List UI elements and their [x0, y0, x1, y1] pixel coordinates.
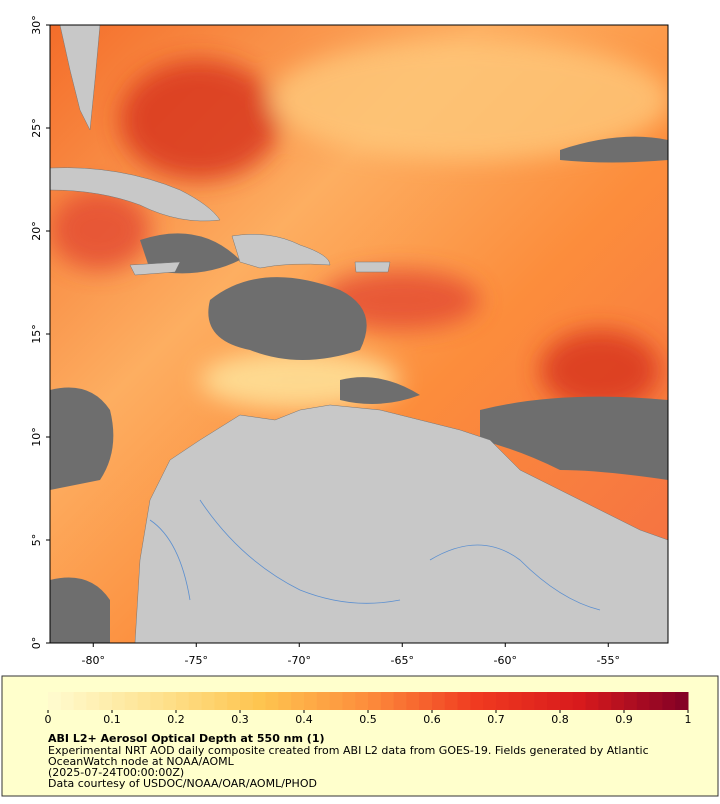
y-tick-label: 25° — [30, 118, 43, 138]
colorbar-swatch — [419, 692, 433, 710]
x-tick-label: -55° — [597, 654, 620, 667]
colorbar-swatch — [73, 692, 87, 710]
colorbar-swatch — [649, 692, 663, 710]
colorbar-tick-label: 0.4 — [295, 713, 313, 726]
colorbar-swatch — [86, 692, 100, 710]
caption-line: Data courtesy of USDOC/NOAA/OAR/AOML/PHO… — [48, 777, 317, 790]
y-tick-label: 5° — [30, 534, 43, 547]
caption-line: Experimental NRT AOD daily composite cre… — [48, 744, 649, 757]
colorbar-swatch — [214, 692, 228, 710]
colorbar-swatch — [355, 692, 369, 710]
colorbar-swatch — [483, 692, 497, 710]
colorbar-swatch — [624, 692, 638, 710]
colorbar-swatch — [163, 692, 177, 710]
colorbar-tick-label: 0.5 — [359, 713, 377, 726]
colorbar-swatch — [560, 692, 574, 710]
colorbar-swatch — [112, 692, 126, 710]
colorbar-swatch — [201, 692, 215, 710]
colorbar-swatch — [496, 692, 510, 710]
colorbar-tick-label: 0.6 — [423, 713, 441, 726]
colorbar-swatch — [611, 692, 625, 710]
colorbar-swatch — [585, 692, 599, 710]
colorbar-swatch — [329, 692, 343, 710]
colorbar-swatch — [598, 692, 612, 710]
colorbar-swatch — [291, 692, 305, 710]
colorbar-swatch — [444, 692, 459, 710]
colorbar-tick-label: 0.9 — [615, 713, 633, 726]
y-tick-label: 15° — [30, 324, 43, 344]
colorbar-swatch — [99, 692, 113, 710]
colorbar-tick-label: 0.1 — [103, 713, 121, 726]
map-image — [50, 25, 668, 643]
colorbar-tick-label: 0.2 — [167, 713, 185, 726]
x-tick-label: -70° — [288, 654, 311, 667]
colorbar-swatch — [176, 692, 190, 710]
colorbar-swatch — [278, 692, 292, 710]
colorbar-swatch — [521, 692, 535, 710]
colorbar-swatch — [393, 692, 407, 710]
x-tick-label: -75° — [185, 654, 208, 667]
colorbar-swatch — [150, 692, 164, 710]
x-tick-label: -60° — [494, 654, 517, 667]
colorbar-swatch — [636, 692, 651, 710]
colorbar-swatch — [457, 692, 471, 710]
colorbar-swatch — [48, 692, 62, 710]
colorbar-swatch — [252, 692, 267, 710]
y-tick-label: 30° — [30, 15, 43, 35]
colorbar-swatch — [508, 692, 523, 710]
y-tick-label: 0° — [30, 637, 43, 650]
colorbar-swatch — [342, 692, 356, 710]
colorbar-swatch — [188, 692, 203, 710]
colorbar-swatch — [137, 692, 151, 710]
colorbar-swatch — [675, 692, 689, 710]
colorbar-swatch — [406, 692, 420, 710]
colorbar-tick-label: 0.7 — [487, 713, 505, 726]
caption-line: OceanWatch node at NOAA/AOML — [48, 755, 235, 768]
colorbar-tick-label: 0.3 — [231, 713, 249, 726]
colorbar-swatch — [227, 692, 241, 710]
colorbar-swatch — [572, 692, 587, 710]
colorbar-tick-label: 0.8 — [551, 713, 569, 726]
colorbar-tick-label: 1 — [685, 713, 692, 726]
colorbar-swatch — [60, 692, 75, 710]
caption-title: ABI L2+ Aerosol Optical Depth at 550 nm … — [48, 732, 325, 745]
colorbar-swatch — [432, 692, 446, 710]
colorbar-swatch — [662, 692, 676, 710]
colorbar-swatch — [368, 692, 382, 710]
colorbar-tick-label: 0 — [45, 713, 52, 726]
caption-line: (2025-07-24T00:00:00Z) — [48, 766, 184, 779]
colorbar-swatch — [124, 692, 139, 710]
colorbar-swatch — [265, 692, 279, 710]
colorbar-swatch — [240, 692, 254, 710]
colorbar-swatch — [547, 692, 561, 710]
x-tick-label: -65° — [391, 654, 414, 667]
y-tick-label: 20° — [30, 221, 43, 241]
colorbar-swatch — [470, 692, 484, 710]
colorbar-swatch — [380, 692, 395, 710]
colorbar-swatch — [304, 692, 318, 710]
x-tick-label: -80° — [82, 654, 105, 667]
colorbar-swatch — [534, 692, 548, 710]
colorbar-swatch — [316, 692, 331, 710]
y-tick-label: 10° — [30, 427, 43, 447]
